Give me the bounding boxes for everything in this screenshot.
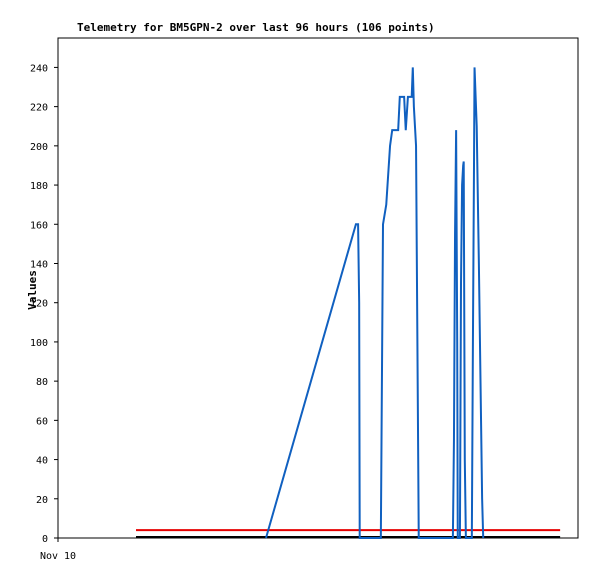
- y-tick-label: 120: [30, 299, 48, 310]
- y-tick-label: 100: [30, 338, 48, 349]
- plot-frame: [57, 37, 579, 539]
- x-tick-label: Nov 10: [40, 551, 76, 562]
- y-tick-label: 60: [36, 416, 48, 427]
- y-tick-label: 220: [30, 103, 48, 114]
- y-tick-label: 80: [36, 377, 48, 388]
- chart-title: Telemetry for BM5GPN-2 over last 96 hour…: [77, 21, 435, 34]
- y-tick-label: 140: [30, 259, 48, 270]
- y-tick-label: 240: [30, 63, 48, 74]
- y-tick-label: 0: [42, 534, 48, 545]
- y-tick-label: 200: [30, 142, 48, 153]
- y-tick-label: 20: [36, 495, 48, 506]
- y-tick-label: 160: [30, 220, 48, 231]
- data-line: [265, 67, 485, 539]
- y-tick-label: 40: [36, 456, 48, 467]
- y-tick-label: 180: [30, 181, 48, 192]
- y-axis-label: Values: [26, 270, 39, 310]
